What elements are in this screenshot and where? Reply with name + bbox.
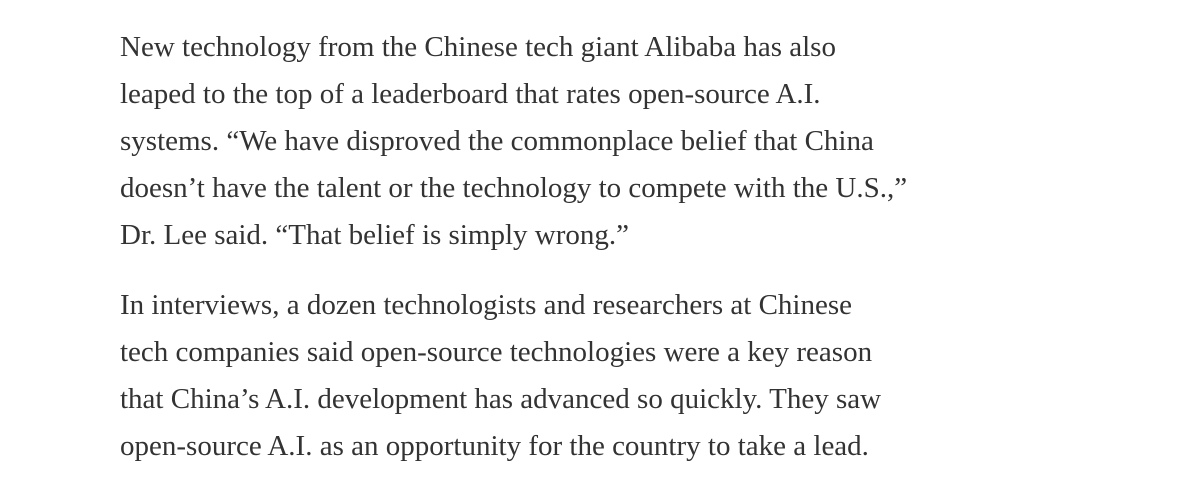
text-line: tech companies said open-source technolo… — [120, 336, 873, 368]
text-line: systems. “We have disproved the commonpl… — [120, 125, 874, 157]
text-line: Dr. Lee said. “That belief is simply wro… — [120, 219, 629, 251]
text-line: doesn’t have the talent or the technolog… — [120, 172, 908, 204]
text-line: New technology from the Chinese tech gia… — [120, 31, 836, 63]
text-line: that China’s A.I. development has advanc… — [120, 383, 882, 415]
paragraph: New technology from the Chinese tech gia… — [120, 24, 1180, 259]
text-line: open-source A.I. as an opportunity for t… — [120, 430, 869, 462]
article-body: New technology from the Chinese tech gia… — [120, 24, 1180, 493]
text-line: leaped to the top of a leaderboard that … — [120, 78, 821, 110]
text-line: In interviews, a dozen technologists and… — [120, 289, 852, 321]
paragraph: In interviews, a dozen technologists and… — [120, 282, 1180, 470]
